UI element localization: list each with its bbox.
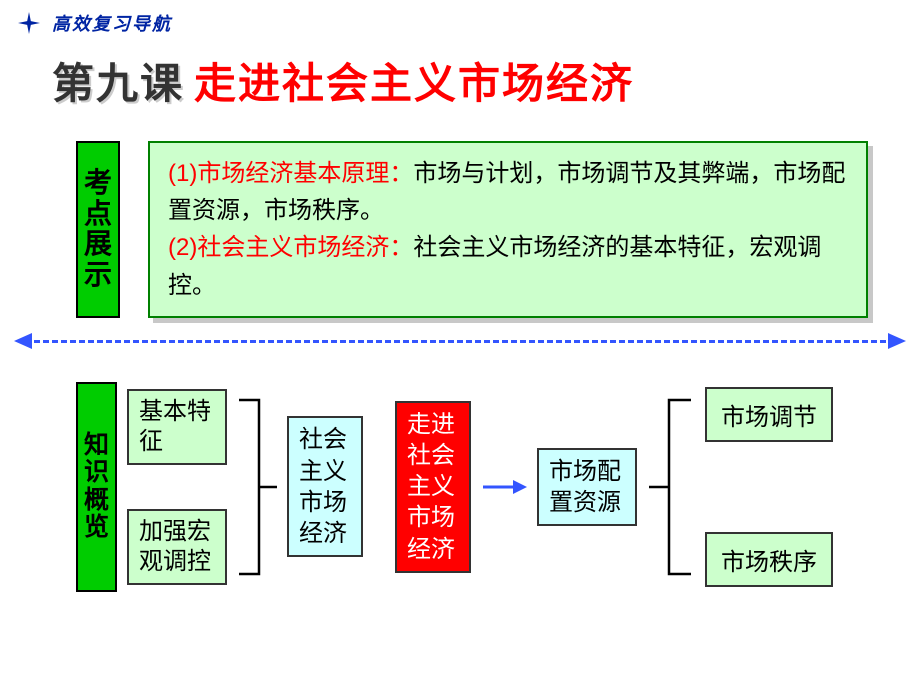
node-market-allocation: 市场配置资源 [537,448,637,526]
node-socialist-market-economy: 社会主义市场经济 [287,416,363,557]
section-divider [0,340,920,354]
lesson-number: 第九课 [52,50,184,111]
exam-points-label: 考点展示 [76,141,120,318]
left-bracket-icon [237,382,277,592]
knowledge-overview-section: 知识概览 基本特征 加强宏观调控 社会主义市场经济 走进社会主义市场经济 市场配… [0,354,920,592]
left-nodes-column: 基本特征 加强宏观调控 [127,389,227,585]
node-basic-features: 基本特征 [127,389,227,465]
point2-heading: (2)社会主义市场经济： [168,234,413,261]
arrow-left-icon [14,333,32,349]
node-market-regulation: 市场调节 [705,387,833,442]
right-bracket-icon [647,382,691,592]
exam-points-section: 考点展示 (1)市场经济基本原理：市场与计划，市场调节及其弊端，市场配置资源，市… [0,123,920,340]
page-title: 第九课 走进社会主义市场经济 [0,46,920,123]
exam-points-box: (1)市场经济基本原理：市场与计划，市场调节及其弊端，市场配置资源，市场秩序。 … [148,141,868,318]
right-nodes-column: 市场调节 市场秩序 [705,387,833,587]
page-header: 高效复习导航 [0,0,920,46]
node-center-topic: 走进社会主义市场经济 [395,401,471,573]
header-label: 高效复习导航 [52,10,172,36]
node-market-order: 市场秩序 [705,532,833,587]
arrow-right-blue-icon [481,477,527,497]
overview-label: 知识概览 [76,382,117,592]
point1-heading: (1)市场经济基本原理： [168,160,413,187]
compass-star-icon [18,12,40,34]
lesson-title-text: 走进社会主义市场经济 [194,50,634,111]
node-macro-control: 加强宏观调控 [127,509,227,585]
arrow-right-icon [888,333,906,349]
